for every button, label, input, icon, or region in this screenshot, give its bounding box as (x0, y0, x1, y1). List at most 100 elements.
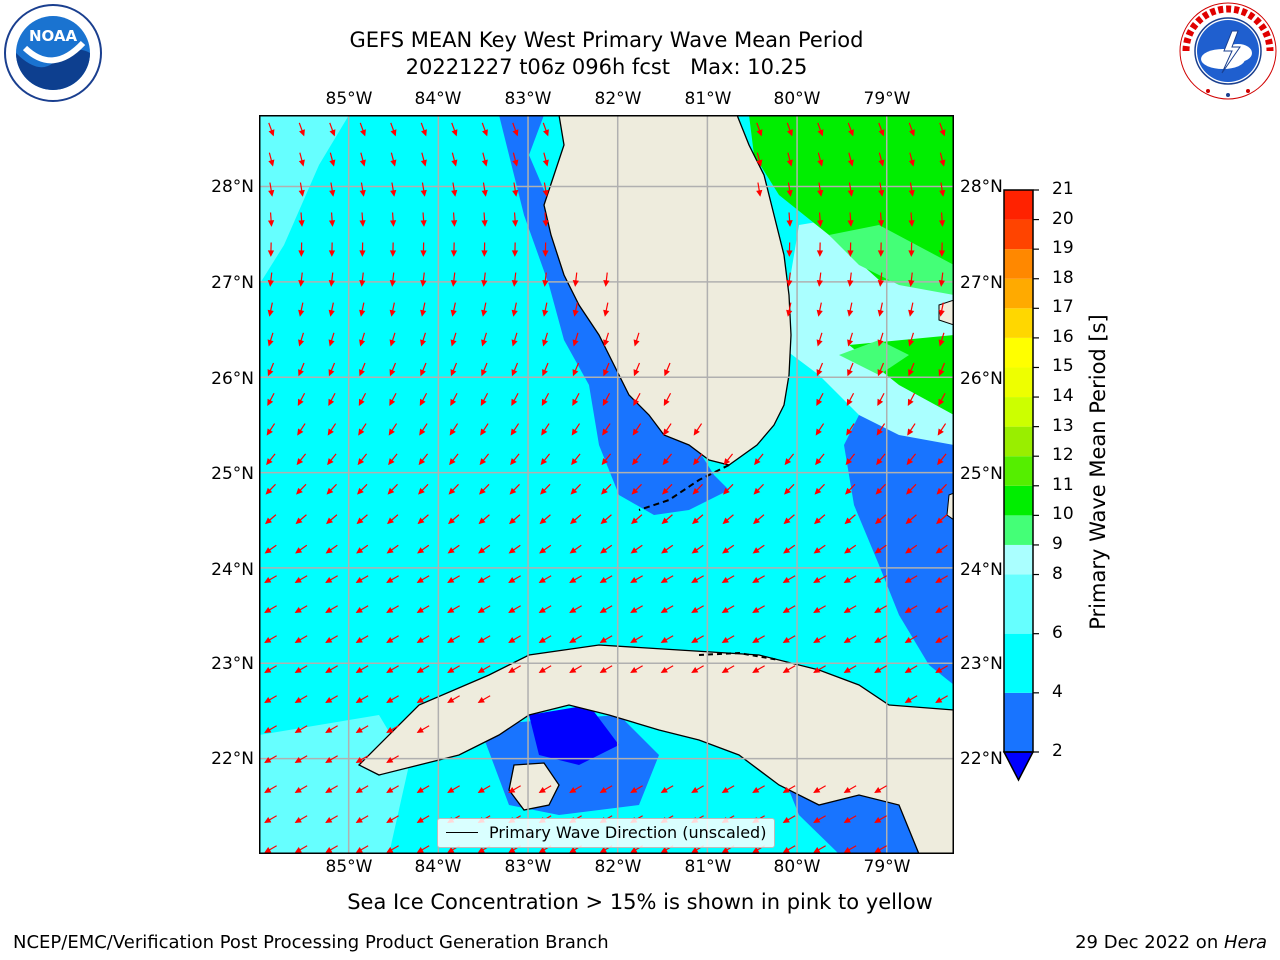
wave-arrow-head (756, 159, 763, 167)
wave-arrow-head (479, 487, 486, 495)
wave-arrow-head (782, 816, 790, 823)
land-florida-keys (638, 464, 730, 511)
wave-arrow-head (389, 250, 397, 257)
wave-arrow-head (847, 280, 854, 287)
wave-arrow-head (786, 280, 793, 287)
wave-arrow-head (905, 517, 913, 525)
wave-arrow-head (570, 487, 578, 495)
wave-arrow-head (599, 576, 607, 583)
wave-arrow-head (908, 339, 915, 347)
wave-arrow-head (817, 189, 824, 197)
wave-arrow-head (663, 428, 670, 436)
wave-arrow-head (359, 159, 366, 167)
wave-arrow-head (328, 398, 335, 406)
wave-arrow-head (267, 339, 274, 347)
wave-arrow-head (294, 636, 302, 643)
wave-arrow-head (509, 517, 516, 525)
wave-arrow-head (264, 726, 272, 733)
wave-arrow-head (816, 220, 824, 227)
wave-arrow-head (296, 487, 303, 495)
wave-arrow-head (420, 159, 427, 167)
wave-arrow-head (265, 487, 273, 495)
wave-arrow-head (325, 547, 333, 554)
wave-arrow-head (267, 280, 274, 287)
wave-arrow-head (938, 398, 945, 406)
wave-arrow-head (298, 159, 305, 167)
wave-arrow-head (542, 250, 549, 257)
wave-arrow-head (480, 398, 487, 406)
wave-arrow-head (603, 339, 610, 347)
wave-arrow-head (508, 666, 516, 673)
lat-label-left: 25°N (211, 464, 254, 484)
lon-label-bottom: 82°W (594, 857, 642, 877)
wave-arrow-head (630, 846, 638, 853)
wave-arrow-head (264, 756, 272, 763)
wave-arrow-head (267, 250, 275, 257)
map-plot (259, 115, 954, 854)
wave-arrow-head (601, 458, 609, 466)
colorbar-segment (1004, 278, 1033, 309)
wave-arrow-head (450, 280, 457, 287)
wave-arrow-head (721, 666, 729, 673)
wave-arrow-head (481, 369, 487, 377)
wave-arrow-head (783, 517, 791, 525)
wave-arrow-head (511, 250, 519, 257)
wave-arrow-head (817, 129, 824, 137)
wave-arrow-head (299, 129, 305, 137)
wave-arrow-head (264, 816, 272, 823)
wave-arrow-head (847, 369, 853, 377)
wave-arrow-head (508, 636, 516, 643)
wave-arrow-head (359, 220, 366, 227)
period-band-2-4-atlantic (844, 385, 954, 685)
wave-arrow-head (787, 129, 793, 137)
wave-arrow-head (661, 547, 669, 554)
wave-arrow-head (601, 487, 608, 495)
period-band-2-4-florida-west (499, 115, 729, 515)
wave-arrow-head (630, 576, 638, 583)
wave-arrow-head (600, 547, 608, 554)
lat-label-right: 27°N (960, 273, 1003, 293)
wave-arrow-head (908, 250, 915, 257)
wave-arrow-head (878, 129, 885, 137)
wave-arrow-head (904, 576, 912, 583)
wave-arrow-head (935, 666, 943, 673)
wave-arrow-head (477, 846, 485, 853)
wave-arrow-head (480, 428, 487, 436)
wave-arrow-head (510, 428, 517, 436)
wave-arrow-head (355, 606, 363, 613)
wave-arrow-head (603, 280, 610, 287)
wave-arrow-head (786, 220, 793, 227)
wave-arrow-head (512, 129, 519, 137)
lon-label-top: 81°W (684, 89, 732, 109)
lat-label-right: 28°N (960, 177, 1003, 197)
lon-label-bottom: 81°W (684, 857, 732, 877)
wave-arrow-head (481, 250, 488, 257)
wave-arrow-head (538, 846, 546, 853)
wave-arrow-head (357, 458, 365, 466)
wave-arrow-head (447, 636, 455, 643)
wave-arrow-head (631, 517, 638, 525)
wave-arrow-head (904, 666, 912, 673)
wave-arrow-head (450, 398, 457, 406)
wave-arrow-head (481, 280, 488, 287)
wave-arrow-head (632, 458, 639, 466)
wave-arrow-head (355, 786, 363, 793)
wave-arrow-head (692, 517, 699, 525)
wave-arrow-head (329, 129, 336, 137)
wave-arrow-head (448, 517, 455, 525)
wave-arrow-head (660, 786, 668, 793)
wave-arrow-head (935, 636, 943, 643)
wave-arrow-head (633, 398, 640, 406)
wave-arrow-head (447, 547, 455, 554)
wave-arrow-head (359, 250, 366, 257)
colorbar-extend-arrow (1002, 751, 1035, 782)
wave-arrow-head (693, 428, 700, 436)
wave-arrow-head (572, 369, 579, 377)
wave-arrow-head (448, 487, 456, 495)
wave-arrow-head (752, 547, 760, 554)
wave-arrow-head (450, 250, 458, 257)
wave-arrow-head (416, 576, 424, 583)
wave-arrow-head (877, 398, 884, 406)
wave-arrow-head (268, 189, 275, 197)
colorbar-segment (1004, 574, 1033, 634)
